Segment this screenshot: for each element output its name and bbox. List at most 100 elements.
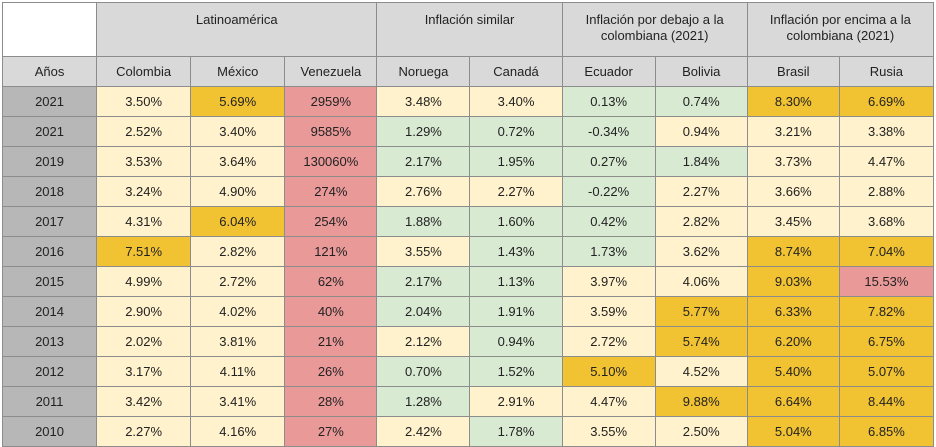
value-cell: 9.88% — [654, 386, 748, 417]
table-row: 2011 3.42% 3.41% 28% 1.28% 2.91% 4.47% 9.88% 6.6… — [1, 386, 935, 417]
value-cell: 130060% — [284, 146, 378, 177]
group-header-row: Latinoamérica Inflación similar Inflació… — [1, 2, 935, 57]
value-cell: 4.90% — [190, 176, 286, 207]
value-cell: 4.47% — [838, 146, 935, 177]
corner-cell — [1, 2, 98, 57]
value-cell: 3.24% — [96, 176, 192, 207]
value-cell: 62% — [284, 266, 378, 297]
column-header-bolivia: Bolivia — [654, 56, 748, 87]
value-cell: 2.82% — [654, 206, 748, 237]
table-row: 2015 4.99% 2.72% 62% 2.17% 1.13% 3.97% 4.06% 9.0… — [1, 266, 935, 297]
value-cell: 3.62% — [654, 236, 748, 267]
value-cell: 2.12% — [376, 326, 471, 357]
value-cell: 7.04% — [838, 236, 935, 267]
value-cell: 1.73% — [561, 236, 656, 267]
value-cell: 3.55% — [376, 236, 471, 267]
value-cell: 4.52% — [654, 356, 748, 387]
value-cell: 5.69% — [190, 86, 286, 117]
table-row: 2019 3.53% 3.64% 130060% 2.17% 1.95% 0.27% 1.84… — [1, 146, 935, 177]
value-cell: 3.50% — [96, 86, 192, 117]
value-cell: 3.48% — [376, 86, 471, 117]
value-cell: 8.30% — [746, 86, 840, 117]
value-cell: 4.31% — [96, 206, 192, 237]
value-cell: 3.81% — [190, 326, 286, 357]
value-cell: 121% — [284, 236, 378, 267]
value-cell: 4.47% — [561, 386, 656, 417]
year-cell: 2021 — [1, 86, 98, 117]
value-cell: 15.53% — [838, 266, 935, 297]
value-cell: 7.51% — [96, 236, 192, 267]
value-cell: 2959% — [284, 86, 378, 117]
value-cell: 1.95% — [469, 146, 563, 177]
value-cell: 6.85% — [838, 416, 935, 447]
year-cell: 2011 — [1, 386, 98, 417]
value-cell: 4.16% — [190, 416, 286, 447]
year-cell: 2019 — [1, 146, 98, 177]
value-cell: 3.59% — [561, 296, 656, 327]
value-cell: 2.02% — [96, 326, 192, 357]
value-cell: 0.13% — [561, 86, 656, 117]
column-header-canada: Canadá — [469, 56, 563, 87]
value-cell: 2.76% — [376, 176, 471, 207]
value-cell: 1.84% — [654, 146, 748, 177]
value-cell: 5.77% — [654, 296, 748, 327]
table-row: 2016 7.51% 2.82% 121% 3.55% 1.43% 1.73% 3.62% 8.… — [1, 236, 935, 267]
table-row: 2017 4.31% 6.04% 254% 1.88% 1.60% 0.42% 2.82% 3.… — [1, 206, 935, 237]
value-cell: -0.22% — [561, 176, 656, 207]
value-cell: 2.50% — [654, 416, 748, 447]
value-cell: 7.82% — [838, 296, 935, 327]
value-cell: 3.66% — [746, 176, 840, 207]
column-header-colombia: Colombia — [96, 56, 192, 87]
year-cell: 2012 — [1, 356, 98, 387]
table-row: 2013 2.02% 3.81% 21% 2.12% 0.94% 2.72% 5.74% 6.2… — [1, 326, 935, 357]
value-cell: 0.94% — [469, 326, 563, 357]
value-cell: 9585% — [284, 116, 378, 147]
value-cell: 6.75% — [838, 326, 935, 357]
year-cell: 2014 — [1, 296, 98, 327]
group-header-inflacion-por-debajo: Inflación por debajo a la colombiana (20… — [561, 2, 748, 57]
value-cell: 0.74% — [654, 86, 748, 117]
year-cell: 2021 — [1, 116, 98, 147]
value-cell: 1.78% — [469, 416, 563, 447]
value-cell: 5.40% — [746, 356, 840, 387]
value-cell: 3.45% — [746, 206, 840, 237]
table-row: 2021 3.50% 5.69% 2959% 3.48% 3.40% 0.13% 0.74% 8… — [1, 86, 935, 117]
value-cell: 1.52% — [469, 356, 563, 387]
group-header-inflacion-similar: Inflación similar — [376, 2, 563, 57]
value-cell: 3.64% — [190, 146, 286, 177]
value-cell: 9.03% — [746, 266, 840, 297]
table-row: 2012 3.17% 4.11% 26% 0.70% 1.52% 5.10% 4.52% 5.4… — [1, 356, 935, 387]
value-cell: 3.68% — [838, 206, 935, 237]
value-cell: 3.73% — [746, 146, 840, 177]
value-cell: 1.29% — [376, 116, 471, 147]
value-cell: 2.90% — [96, 296, 192, 327]
year-cell: 2015 — [1, 266, 98, 297]
value-cell: 5.04% — [746, 416, 840, 447]
value-cell: 0.94% — [654, 116, 748, 147]
value-cell: 3.17% — [96, 356, 192, 387]
value-cell: 0.42% — [561, 206, 656, 237]
table-row: 2010 2.27% 4.16% 27% 2.42% 1.78% 3.55% 2.50% 5.0… — [1, 416, 935, 447]
value-cell: 274% — [284, 176, 378, 207]
value-cell: 3.55% — [561, 416, 656, 447]
value-cell: 2.42% — [376, 416, 471, 447]
value-cell: 2.88% — [838, 176, 935, 207]
value-cell: 1.43% — [469, 236, 563, 267]
value-cell: 6.33% — [746, 296, 840, 327]
column-header-anos: Años — [1, 56, 98, 87]
value-cell: 1.91% — [469, 296, 563, 327]
value-cell: 27% — [284, 416, 378, 447]
value-cell: 2.04% — [376, 296, 471, 327]
value-cell: 6.04% — [190, 206, 286, 237]
year-cell: 2013 — [1, 326, 98, 357]
value-cell: 254% — [284, 206, 378, 237]
value-cell: 2.72% — [561, 326, 656, 357]
column-header-ecuador: Ecuador — [561, 56, 656, 87]
column-header-mexico: México — [190, 56, 286, 87]
value-cell: 2.82% — [190, 236, 286, 267]
value-cell: 3.38% — [838, 116, 935, 147]
value-cell: 6.20% — [746, 326, 840, 357]
value-cell: 40% — [284, 296, 378, 327]
value-cell: 21% — [284, 326, 378, 357]
